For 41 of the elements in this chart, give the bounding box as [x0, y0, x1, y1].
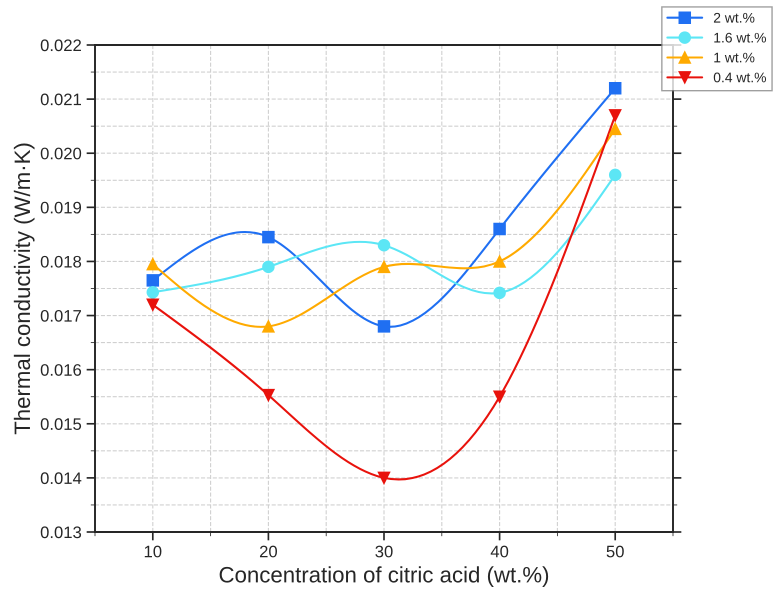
x-tick-label: 20 [260, 546, 278, 558]
point [378, 320, 390, 333]
y-tick-label: 0.017 [40, 310, 81, 322]
y-axis-title: Thermal conductivity (W/m·K) [14, 144, 35, 434]
point [493, 390, 506, 403]
y-tick-label: 0.018 [40, 256, 82, 268]
point [608, 109, 622, 122]
x-tick-label: 50 [606, 546, 624, 558]
x-tick-label: 40 [490, 546, 508, 558]
point [262, 388, 275, 402]
point [608, 168, 622, 182]
point [262, 260, 275, 274]
point [608, 82, 622, 95]
legend-label: 2 wt.% [714, 12, 754, 23]
legend-label: 0.4 wt.% [714, 72, 766, 82]
x-tick-label: 10 [144, 546, 162, 558]
y-tick-label: 0.022 [40, 39, 81, 52]
point [262, 230, 275, 244]
point [146, 286, 160, 299]
y-tick-label: 0.021 [40, 94, 81, 106]
y-tick-label: 0.020 [40, 148, 82, 160]
point [493, 286, 506, 300]
point [146, 298, 160, 311]
y-tick-label: 0.016 [40, 364, 82, 376]
legend-label: 1.6 wt.% [714, 32, 766, 43]
y-tick-label: 0.014 [40, 472, 82, 484]
point [608, 122, 622, 136]
point [378, 238, 390, 252]
point [378, 260, 390, 274]
legend-label: 1 wt.% [714, 52, 754, 62]
point [146, 258, 160, 270]
point [262, 320, 275, 333]
y-tick-label: 0.013 [40, 526, 82, 538]
point [493, 255, 506, 268]
point [146, 274, 160, 287]
y-tick-label: 0.015 [40, 418, 82, 430]
x-axis-title: Concentration of citric acid (wt.%) [220, 566, 548, 587]
y-tick-label: 0.019 [40, 202, 82, 214]
point [493, 222, 506, 236]
point [378, 472, 390, 484]
x-tick-label: 30 [375, 546, 393, 558]
